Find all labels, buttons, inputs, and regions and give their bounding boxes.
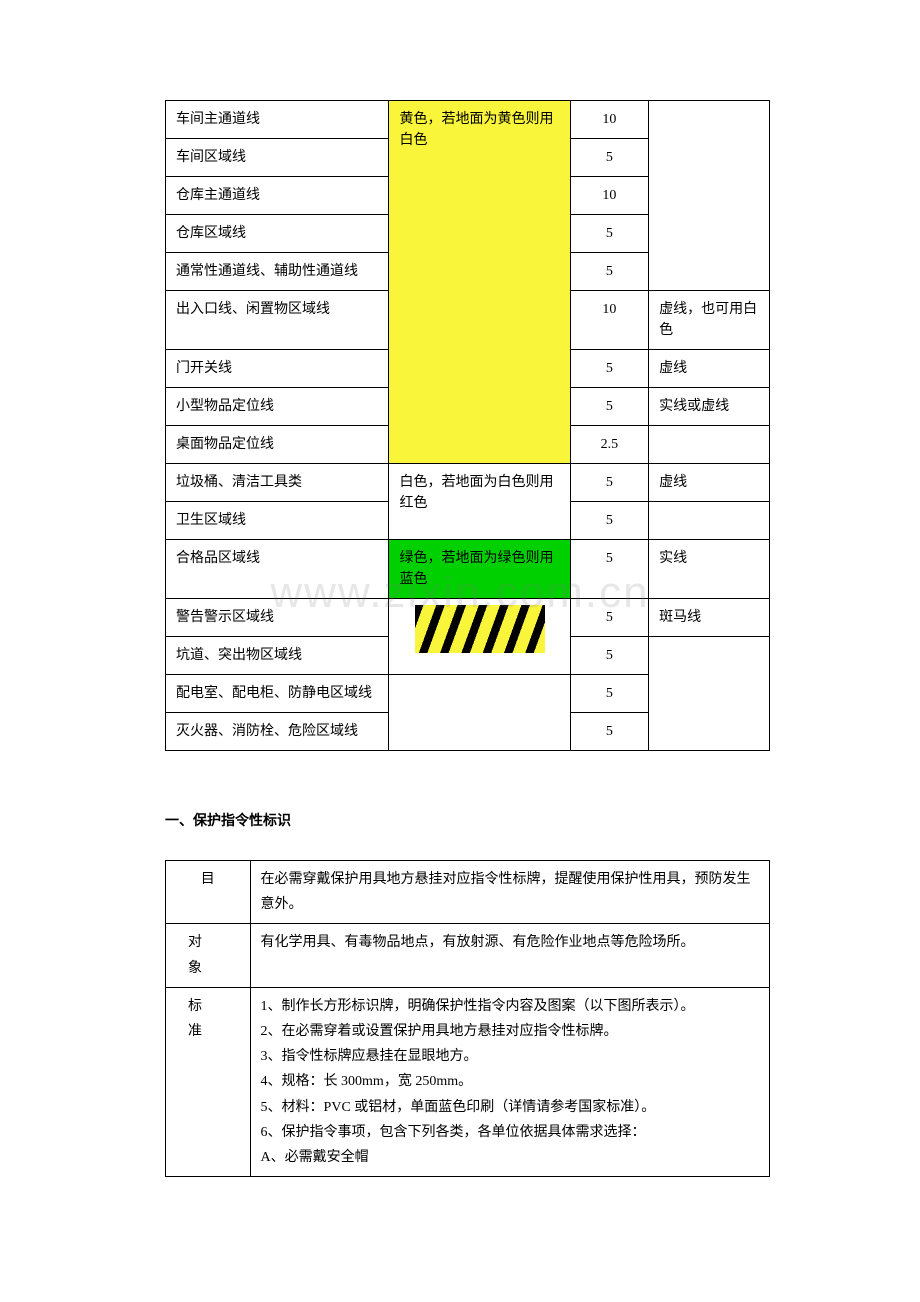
cell-label: 对 象	[166, 924, 251, 987]
cell-name: 出入口线、闲置物区域线	[166, 291, 389, 350]
cell-label: 目	[166, 861, 251, 924]
cell-width: 5	[570, 215, 649, 253]
content-line: 1、制作长方形标识牌，明确保护性指令内容及图案（以下图所表示）。	[261, 994, 759, 1019]
cell-name: 桌面物品定位线	[166, 426, 389, 464]
cell-name: 通常性通道线、辅助性通道线	[166, 253, 389, 291]
cell-note	[649, 426, 770, 464]
cell-width: 5	[570, 713, 649, 751]
cell-name: 车间区域线	[166, 139, 389, 177]
cell-color-green: 绿色，若地面为绿色则用蓝色	[389, 540, 570, 599]
cell-note	[649, 101, 770, 291]
table2-wrap: 目 在必需穿戴保护用具地方悬挂对应指令性标牌，提醒使用保护性用具，预防发生意外。…	[165, 860, 770, 1177]
cell-width: 5	[570, 350, 649, 388]
cell-width: 5	[570, 637, 649, 675]
cell-name: 坑道、突出物区域线	[166, 637, 389, 675]
content-line: 3、指令性标牌应悬挂在显眼地方。	[261, 1044, 759, 1069]
cell-name: 仓库主通道线	[166, 177, 389, 215]
table-row: 合格品区域线 绿色，若地面为绿色则用蓝色 5 实线	[166, 540, 770, 599]
cell-width: 5	[570, 540, 649, 599]
cell-note: 实线或虚线	[649, 388, 770, 426]
table-row: 标 准 1、制作长方形标识牌，明确保护性指令内容及图案（以下图所表示）。2、在必…	[166, 987, 770, 1176]
cell-note: 虚线	[649, 464, 770, 502]
cell-color-white: 白色，若地面为白色则用红色	[389, 464, 570, 540]
table-row: 对 象 有化学用具、有毒物品地点，有放射源、有危险作业地点等危险场所。	[166, 924, 770, 987]
content-line: 4、规格：长 300mm，宽 250mm。	[261, 1069, 759, 1094]
cell-name: 配电室、配电柜、防静电区域线	[166, 675, 389, 713]
cell-note: 斑马线	[649, 599, 770, 637]
cell-name: 垃圾桶、清洁工具类	[166, 464, 389, 502]
cell-width: 2.5	[570, 426, 649, 464]
cell-width: 10	[570, 101, 649, 139]
table-row: 垃圾桶、清洁工具类 白色，若地面为白色则用红色 5 虚线	[166, 464, 770, 502]
table-row: 目 在必需穿戴保护用具地方悬挂对应指令性标牌，提醒使用保护性用具，预防发生意外。	[166, 861, 770, 924]
cell-width: 5	[570, 253, 649, 291]
stripe-pattern-icon	[415, 605, 545, 653]
content-line: 5、材料：PVC 或铝材，单面蓝色印刷（详情请参考国家标准）。	[261, 1095, 759, 1120]
cell-width: 5	[570, 502, 649, 540]
content-line: A、必需戴安全帽	[261, 1145, 759, 1170]
line-spec-table: 车间主通道线 黄色，若地面为黄色则用白色 10 车间区域线 5 仓库主通道线 1…	[165, 100, 770, 751]
cell-note: 实线	[649, 540, 770, 599]
cell-width: 5	[570, 388, 649, 426]
cell-width: 5	[570, 139, 649, 177]
cell-label: 标 准	[166, 987, 251, 1176]
cell-name: 门开关线	[166, 350, 389, 388]
cell-width: 5	[570, 599, 649, 637]
table-row: 车间主通道线 黄色，若地面为黄色则用白色 10	[166, 101, 770, 139]
cell-color-empty	[389, 675, 570, 751]
table-row: 警告警示区域线 5 斑马线	[166, 599, 770, 637]
cell-name: 警告警示区域线	[166, 599, 389, 637]
cell-width: 10	[570, 177, 649, 215]
cell-width: 5	[570, 464, 649, 502]
cell-content: 有化学用具、有毒物品地点，有放射源、有危险作业地点等危险场所。	[250, 924, 769, 987]
cell-note: 虚线，也可用白色	[649, 291, 770, 350]
cell-name: 仓库区域线	[166, 215, 389, 253]
section-title: 一、保护指令性标识	[165, 811, 920, 832]
content-line: 2、在必需穿着或设置保护用具地方悬挂对应指令性标牌。	[261, 1019, 759, 1044]
cell-color-stripe	[389, 599, 570, 675]
cell-content: 1、制作长方形标识牌，明确保护性指令内容及图案（以下图所表示）。2、在必需穿着或…	[250, 987, 769, 1176]
instruction-table: 目 在必需穿戴保护用具地方悬挂对应指令性标牌，提醒使用保护性用具，预防发生意外。…	[165, 860, 770, 1177]
cell-note: 虚线	[649, 350, 770, 388]
cell-name: 车间主通道线	[166, 101, 389, 139]
cell-name: 卫生区域线	[166, 502, 389, 540]
cell-note	[649, 502, 770, 540]
cell-color-yellow: 黄色，若地面为黄色则用白色	[389, 101, 570, 464]
cell-width: 10	[570, 291, 649, 350]
content-line: 6、保护指令事项，包含下列各类，各单位依据具体需求选择：	[261, 1120, 759, 1145]
cell-name: 灭火器、消防栓、危险区域线	[166, 713, 389, 751]
cell-note	[649, 637, 770, 751]
table1-wrap: 车间主通道线 黄色，若地面为黄色则用白色 10 车间区域线 5 仓库主通道线 1…	[165, 100, 770, 751]
cell-name: 小型物品定位线	[166, 388, 389, 426]
cell-width: 5	[570, 675, 649, 713]
cell-name: 合格品区域线	[166, 540, 389, 599]
cell-content: 在必需穿戴保护用具地方悬挂对应指令性标牌，提醒使用保护性用具，预防发生意外。	[250, 861, 769, 924]
